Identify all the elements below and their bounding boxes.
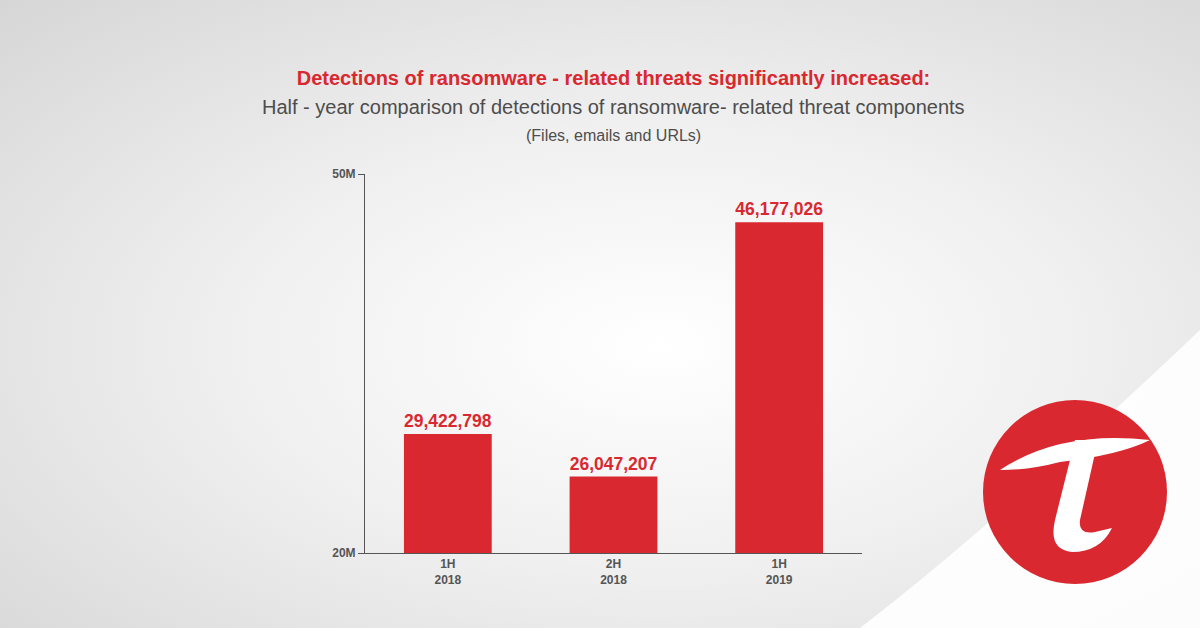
svg-text:50M: 50M bbox=[332, 167, 355, 181]
svg-text:46,177,026: 46,177,026 bbox=[735, 199, 823, 219]
svg-text:(Files, emails and URLs): (Files, emails and URLs) bbox=[526, 127, 701, 144]
svg-text:1H2018: 1H2018 bbox=[434, 557, 461, 587]
svg-text:29,422,798: 29,422,798 bbox=[404, 411, 492, 431]
svg-text:20M: 20M bbox=[332, 546, 355, 560]
svg-text:2H2018: 2H2018 bbox=[600, 557, 627, 587]
svg-text:Detections of ransomware - rel: Detections of ransomware - related threa… bbox=[297, 67, 931, 89]
svg-text:1H2019: 1H2019 bbox=[766, 557, 793, 587]
svg-text:Half - year comparison of dete: Half - year comparison of detections of … bbox=[262, 96, 965, 118]
svg-text:26,047,207: 26,047,207 bbox=[570, 454, 658, 474]
